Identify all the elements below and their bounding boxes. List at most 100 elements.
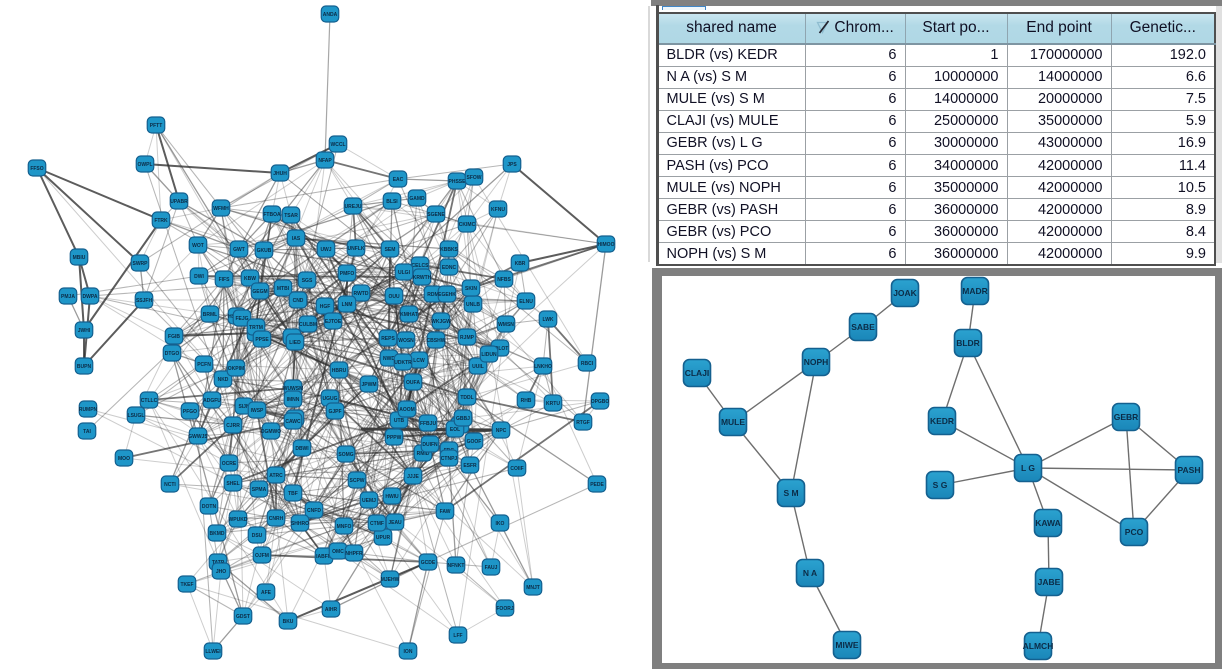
svg-text:CELCS: CELCS xyxy=(412,263,430,269)
svg-text:SEM: SEM xyxy=(385,247,396,253)
svg-text:FEJG: FEJG xyxy=(235,316,248,322)
svg-text:FFBJU: FFBJU xyxy=(420,421,437,427)
svg-text:ADGFU: ADGFU xyxy=(203,398,221,404)
svg-text:IKO: IKO xyxy=(496,521,505,527)
svg-text:JHUH: JHUH xyxy=(273,171,287,177)
svg-text:N A: N A xyxy=(803,568,817,578)
svg-text:CTMF: CTMF xyxy=(370,521,384,527)
svg-text:DSU: DSU xyxy=(252,533,263,539)
svg-text:UREJU: UREJU xyxy=(345,204,362,210)
svg-text:ALMCH: ALMCH xyxy=(1023,641,1054,651)
svg-text:MADR: MADR xyxy=(962,286,988,296)
svg-text:SHEL: SHEL xyxy=(226,481,239,487)
svg-text:UTB: UTB xyxy=(394,418,405,424)
svg-text:WMSN: WMSN xyxy=(498,322,514,328)
svg-text:WOSN: WOSN xyxy=(398,338,414,344)
svg-text:PMJA: PMJA xyxy=(61,294,75,300)
svg-text:GCDE: GCDE xyxy=(421,560,436,566)
svg-text:IAS: IAS xyxy=(292,236,301,242)
svg-text:FTBOA: FTBOA xyxy=(263,212,281,218)
svg-text:UPUR: UPUR xyxy=(376,535,391,541)
svg-text:ELNU: ELNU xyxy=(519,299,533,305)
svg-text:UWJ: UWJ xyxy=(320,247,331,253)
svg-text:JPWM: JPWM xyxy=(362,382,377,388)
svg-text:COIIF: COIIF xyxy=(510,466,523,472)
svg-text:AIHR: AIHR xyxy=(325,607,338,613)
svg-text:LWK: LWK xyxy=(542,317,553,323)
svg-text:GBBJ: GBBJ xyxy=(456,416,470,422)
svg-text:SGENE: SGENE xyxy=(427,212,445,218)
svg-text:ATRC: ATRC xyxy=(269,473,283,479)
svg-text:RTGF: RTGF xyxy=(576,420,590,426)
svg-text:SIJN: SIJN xyxy=(238,404,250,410)
svg-text:KMHAT: KMHAT xyxy=(400,312,418,318)
svg-text:TAI: TAI xyxy=(83,429,91,435)
svg-text:EOL: EOL xyxy=(450,427,460,433)
svg-text:PEDE: PEDE xyxy=(590,482,604,488)
svg-text:GWT: GWT xyxy=(233,247,245,253)
svg-text:PMFO: PMFO xyxy=(340,271,355,277)
svg-text:OJFM: OJFM xyxy=(255,553,269,559)
svg-text:JWHI: JWHI xyxy=(78,328,91,334)
svg-text:JHO: JHO xyxy=(216,569,226,575)
svg-text:NFAP: NFAP xyxy=(318,158,332,164)
svg-text:DWI: DWI xyxy=(194,274,204,280)
svg-text:SFOW: SFOW xyxy=(467,175,482,181)
svg-text:GKUB: GKUB xyxy=(257,248,272,254)
svg-text:OCRE: OCRE xyxy=(222,461,237,467)
svg-text:EGEHK: EGEHK xyxy=(438,292,456,298)
svg-text:MBIU: MBIU xyxy=(73,255,86,261)
svg-text:GEBR: GEBR xyxy=(1114,412,1139,422)
svg-text:DTGO: DTGO xyxy=(165,351,180,357)
svg-text:WPUKD: WPUKD xyxy=(229,517,248,523)
svg-text:OWPL: OWPL xyxy=(138,162,153,168)
svg-text:PCO: PCO xyxy=(1125,527,1144,537)
svg-text:GDST: GDST xyxy=(236,614,250,620)
svg-text:DWPA: DWPA xyxy=(83,294,98,300)
svg-text:SOMG: SOMG xyxy=(338,452,353,458)
svg-text:RWTD: RWTD xyxy=(354,291,369,297)
svg-text:BKMD: BKMD xyxy=(210,531,225,537)
svg-text:UGUG: UGUG xyxy=(323,396,338,402)
svg-text:L G: L G xyxy=(1021,463,1035,473)
svg-text:CNRH: CNRH xyxy=(269,516,284,522)
svg-text:SABE: SABE xyxy=(851,322,875,332)
svg-text:FFSO: FFSO xyxy=(30,166,43,172)
svg-text:LIDUN: LIDUN xyxy=(481,352,497,358)
svg-text:CND: CND xyxy=(293,298,304,304)
svg-text:PFTT: PFTT xyxy=(150,123,163,129)
svg-text:OUFA: OUFA xyxy=(406,380,420,386)
svg-text:MTBI: MTBI xyxy=(277,286,290,292)
svg-text:NCTI: NCTI xyxy=(164,482,176,488)
svg-text:REPS: REPS xyxy=(381,336,395,342)
svg-text:SPMA: SPMA xyxy=(252,487,267,493)
svg-text:TBF: TBF xyxy=(288,491,298,497)
svg-text:GAMD: GAMD xyxy=(409,196,425,202)
svg-text:UEMJ: UEMJ xyxy=(362,498,376,504)
svg-text:KEDR: KEDR xyxy=(930,416,954,426)
svg-text:EDNC: EDNC xyxy=(442,265,457,271)
svg-text:JJJE: JJJE xyxy=(407,474,419,480)
svg-text:EJTOE: EJTOE xyxy=(325,319,342,325)
svg-text:PFGO: PFGO xyxy=(183,409,197,415)
svg-text:ANDA: ANDA xyxy=(323,12,338,18)
svg-text:TKEF: TKEF xyxy=(180,582,193,588)
svg-text:AFE: AFE xyxy=(261,590,272,596)
svg-text:DBWI: DBWI xyxy=(295,446,309,452)
svg-text:GJPF: GJPF xyxy=(328,409,341,415)
svg-text:BLDR: BLDR xyxy=(956,338,980,348)
svg-text:DUIFN: DUIFN xyxy=(422,442,438,448)
svg-text:FOORJ: FOORJ xyxy=(496,606,513,612)
svg-text:GOOF: GOOF xyxy=(467,439,482,445)
svg-text:WKJGW: WKJGW xyxy=(431,319,451,325)
svg-text:BKU: BKU xyxy=(283,619,294,625)
svg-text:ESFR: ESFR xyxy=(463,463,477,469)
svg-text:UDKTR: UDKTR xyxy=(394,360,412,366)
svg-text:KRWTH: KRWTH xyxy=(413,275,432,281)
svg-text:CLAJI: CLAJI xyxy=(685,368,710,378)
svg-text:SSJFH: SSJFH xyxy=(136,298,153,304)
svg-text:LFF: LFF xyxy=(453,633,462,639)
svg-text:LSUGL: LSUGL xyxy=(128,413,145,419)
svg-text:TRTM: TRTM xyxy=(249,325,263,331)
svg-text:RDM: RDM xyxy=(427,292,438,298)
